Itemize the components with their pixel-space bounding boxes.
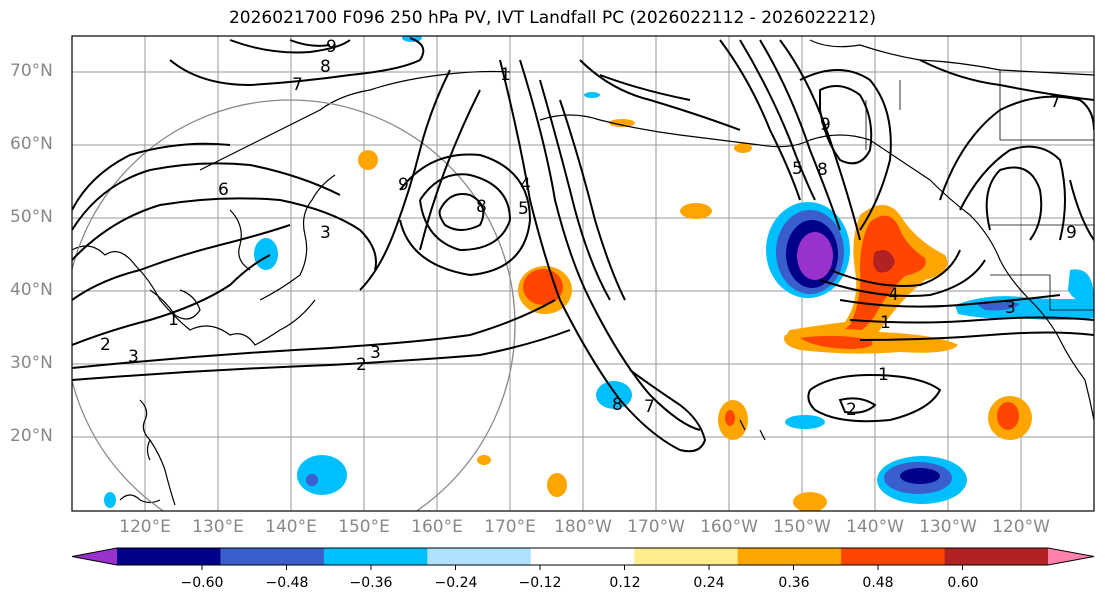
lon-label: 130°E bbox=[192, 517, 244, 537]
colorbar-band bbox=[323, 548, 428, 565]
contour-label: 5 bbox=[518, 199, 529, 219]
contour-label: 8 bbox=[320, 57, 331, 77]
colorbar-tick-label: 0.60 bbox=[947, 575, 979, 591]
pos-small-8 bbox=[477, 455, 491, 465]
colorbar bbox=[71, 547, 1095, 570]
contour-label: 9 bbox=[326, 37, 337, 57]
lon-label: 170°W bbox=[627, 517, 685, 537]
lon-label: 170°E bbox=[484, 517, 536, 537]
contour-label: 7 bbox=[1050, 92, 1061, 112]
contour-label: 2 bbox=[100, 335, 111, 355]
lat-label: 70°N bbox=[10, 61, 53, 81]
contour-label: 7 bbox=[292, 75, 303, 95]
colorbar-band bbox=[944, 548, 1049, 565]
lon-label: 120°W bbox=[992, 517, 1050, 537]
contour-label: 8 bbox=[817, 160, 828, 180]
map-title: 2026021700 F096 250 hPa PV, IVT Landfall… bbox=[228, 8, 876, 28]
pos-blob-170e-core bbox=[523, 269, 563, 305]
pos-small-4 bbox=[358, 150, 378, 170]
contour-label: 1 bbox=[878, 365, 889, 385]
neg-blob-sw-core bbox=[900, 468, 940, 484]
lon-label: 180°W bbox=[554, 517, 612, 537]
contour-label: 1 bbox=[880, 313, 891, 333]
lon-label: 150°W bbox=[773, 517, 831, 537]
contour-label: 4 bbox=[888, 285, 899, 305]
contour-label: 7 bbox=[644, 397, 655, 417]
contour-label: 1 bbox=[500, 65, 511, 85]
lon-label: 160°E bbox=[411, 517, 463, 537]
colorbar-tick-label: −0.24 bbox=[434, 575, 478, 591]
contour-label: 9 bbox=[1066, 223, 1077, 243]
colorbar-band bbox=[737, 548, 842, 565]
neg-blob-140e bbox=[297, 455, 347, 495]
neg-small-2 bbox=[104, 492, 116, 508]
contour-label: 4 bbox=[520, 175, 531, 195]
contour-label: 8 bbox=[476, 197, 487, 217]
lat-label: 30°N bbox=[10, 353, 53, 373]
radius-circle bbox=[72, 99, 516, 511]
neg-anomaly-core bbox=[797, 232, 833, 280]
lon-label: 140°W bbox=[846, 517, 904, 537]
colorbar-tick-label: −0.60 bbox=[180, 575, 224, 591]
contour-label: 2 bbox=[846, 400, 857, 420]
contour-label: 8 bbox=[612, 395, 623, 415]
colorbar-band bbox=[530, 548, 635, 565]
neg-small-4 bbox=[584, 92, 600, 98]
gridlines bbox=[72, 36, 1094, 511]
colorbar-band bbox=[427, 548, 532, 565]
map-frame bbox=[71, 35, 1095, 512]
pos-band-core bbox=[800, 335, 873, 349]
colorbar-tick-label: 0.24 bbox=[693, 575, 725, 591]
lat-label: 40°N bbox=[10, 280, 53, 300]
lon-label: 130°W bbox=[919, 517, 977, 537]
contour-label: 6 bbox=[218, 180, 229, 200]
contour-label: 3 bbox=[320, 223, 331, 243]
contour-label: 2 bbox=[356, 355, 367, 375]
contour-label: 9 bbox=[820, 115, 831, 135]
colorbar-tick-label: −0.36 bbox=[349, 575, 393, 591]
lat-label: 50°N bbox=[10, 207, 53, 227]
colorbar-tick-label: 0.48 bbox=[862, 575, 894, 591]
pos-small-3 bbox=[680, 203, 712, 219]
contour-label: 3 bbox=[1005, 298, 1016, 318]
pos-small-2-core bbox=[997, 402, 1019, 430]
colorbar-band bbox=[220, 548, 325, 565]
pos-small-5 bbox=[609, 119, 635, 127]
colorbar-tick-label: 0.12 bbox=[609, 575, 641, 591]
colorbar-tick-label: 0.36 bbox=[778, 575, 810, 591]
neg-small-1 bbox=[785, 415, 825, 429]
contour-label: 9 bbox=[398, 175, 409, 195]
lon-label: 120°E bbox=[119, 517, 171, 537]
colorbar-extend-low bbox=[72, 548, 117, 565]
pos-anomaly-mid bbox=[841, 215, 926, 338]
coastlines bbox=[72, 39, 1094, 506]
colorbar-extend-high bbox=[1048, 548, 1094, 565]
lat-label: 20°N bbox=[10, 426, 53, 446]
contour-label: 3 bbox=[128, 347, 139, 367]
lat-label: 60°N bbox=[10, 134, 53, 154]
colorbar-tick-label: −0.48 bbox=[265, 575, 309, 591]
pos-small-7 bbox=[547, 473, 567, 497]
lon-label: 160°W bbox=[700, 517, 758, 537]
neg-blob-140e-core bbox=[306, 474, 318, 486]
neg-edge bbox=[1068, 269, 1094, 302]
contour-label: 5 bbox=[792, 159, 803, 179]
lon-label: 150°E bbox=[338, 517, 390, 537]
colorbar-band bbox=[117, 548, 221, 565]
colorbar-band bbox=[634, 548, 739, 565]
contour-label: 1 bbox=[168, 310, 179, 330]
pos-anomaly-core bbox=[873, 249, 895, 273]
contour-labels: 9 8 7 6 3 1 2 3 2 3 9 8 5 4 1 8 9 8 5 7 … bbox=[100, 37, 1077, 420]
ivt-contours bbox=[72, 37, 1094, 453]
neg-blob-japan bbox=[254, 238, 278, 270]
colorbar-outline bbox=[71, 547, 1095, 566]
colorbar-tick-label: −0.12 bbox=[518, 575, 562, 591]
pos-small-1-core bbox=[725, 410, 735, 426]
pos-small-9 bbox=[793, 492, 827, 511]
lon-label: 140°E bbox=[265, 517, 317, 537]
pos-small-6 bbox=[734, 143, 752, 153]
contour-label: 3 bbox=[370, 343, 381, 363]
colorbar-band bbox=[841, 548, 946, 565]
